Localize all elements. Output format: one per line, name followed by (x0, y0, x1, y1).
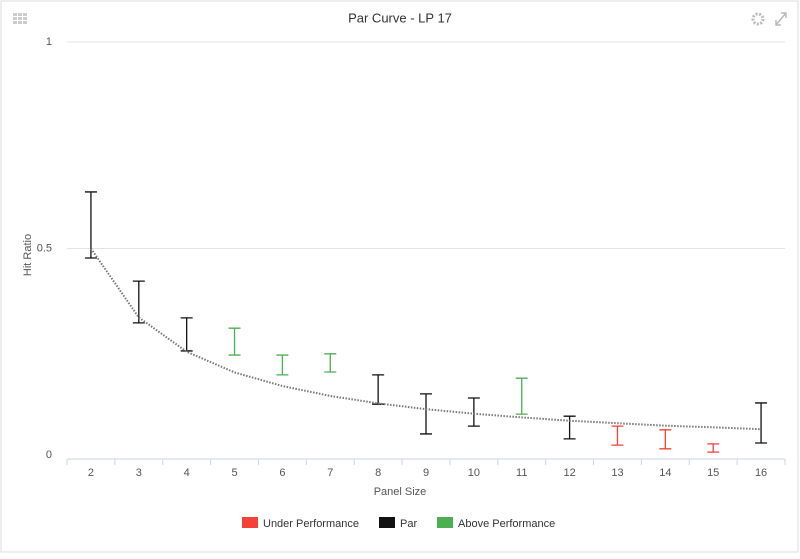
x-tick-label: 7 (327, 467, 333, 479)
legend-swatch[interactable] (242, 517, 258, 528)
x-tick-label: 4 (184, 467, 190, 479)
error-bar (132, 280, 145, 324)
x-tick-label: 9 (423, 467, 429, 479)
x-tick-label: 5 (231, 467, 237, 479)
x-tick-label: 12 (563, 467, 575, 479)
error-bar (707, 443, 720, 453)
y-tick-label: 0.5 (37, 242, 52, 254)
x-tick-label: 15 (707, 467, 719, 479)
x-tick-label: 8 (375, 467, 381, 479)
x-tick-label: 13 (611, 467, 623, 479)
x-tick-label: 6 (279, 467, 285, 479)
legend-label: Above Performance (458, 518, 555, 530)
legend-label: Under Performance (263, 518, 359, 530)
x-tick-label: 3 (136, 467, 142, 479)
x-axis-label: Panel Size (374, 486, 427, 498)
error-bar (324, 353, 337, 373)
x-tick-label: 2 (88, 467, 94, 479)
legend-swatch[interactable] (437, 517, 453, 528)
chart-title: Par Curve - LP 17 (348, 10, 452, 25)
error-bar (276, 354, 289, 376)
legend-label: Par (400, 518, 417, 530)
par-curve (90, 247, 762, 431)
error-bar (515, 377, 528, 415)
x-tick-label: 11 (516, 467, 527, 479)
legend-swatch[interactable] (379, 517, 395, 528)
error-bar (611, 425, 624, 446)
error-bar (467, 397, 480, 427)
grid-icon[interactable] (13, 13, 27, 24)
error-bar (84, 191, 97, 259)
x-tick-label: 14 (659, 467, 671, 479)
y-axis-label: Hit Ratio (22, 234, 34, 276)
error-bar (228, 327, 241, 356)
settings-icon[interactable] (751, 12, 765, 26)
error-bar (755, 402, 768, 444)
error-bar (420, 393, 432, 435)
y-tick-label: 0 (46, 449, 52, 461)
expand-icon[interactable] (775, 12, 787, 26)
error-bar (659, 429, 672, 450)
x-tick-label: 16 (755, 467, 767, 479)
y-tick-label: 1 (46, 36, 52, 48)
x-tick-label: 10 (468, 467, 480, 479)
